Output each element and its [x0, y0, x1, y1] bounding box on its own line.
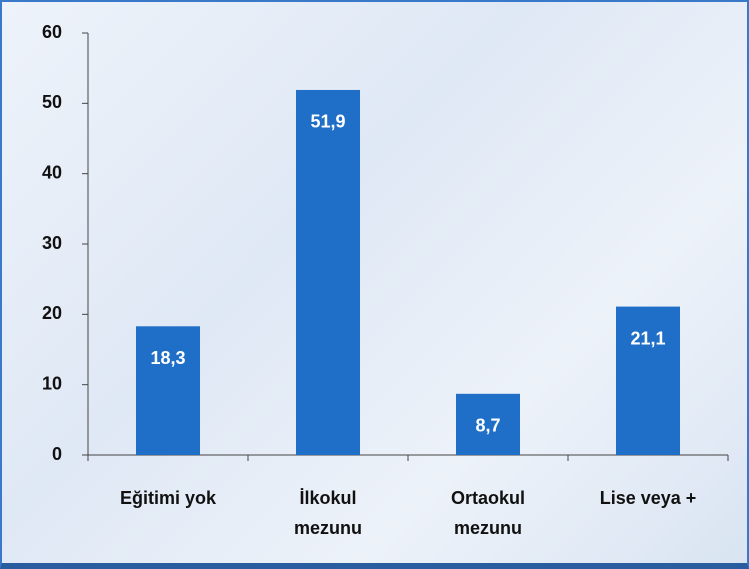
y-tick-label: 10: [42, 373, 62, 393]
y-tick-label: 50: [42, 92, 62, 112]
y-tick-label: 40: [42, 162, 62, 182]
value-label: 21,1: [630, 328, 665, 348]
x-tick-label: İlkokul mezunu: [268, 483, 388, 543]
chart-canvas: 0 10 20 30 40 50 60 18,3 51,9 8,7 21,1: [2, 2, 747, 563]
bar: [136, 326, 200, 455]
y-tick-label: 60: [42, 22, 62, 42]
y-tick-label: 20: [42, 303, 62, 323]
chart: 0 10 20 30 40 50 60 18,3 51,9 8,7 21,1 Eğitimi yok…: [0, 0, 749, 569]
value-label: 8,7: [475, 416, 500, 436]
x-tick-label: Ortaokul mezunu: [428, 483, 548, 543]
x-tick-label: Eğitimi yok: [108, 483, 228, 513]
bar: [296, 90, 360, 455]
value-label: 51,9: [310, 112, 345, 132]
y-tick-label: 0: [52, 444, 62, 464]
x-tick-label: Lise veya +: [588, 483, 708, 513]
value-label: 18,3: [150, 348, 185, 368]
y-tick-label: 30: [42, 233, 62, 253]
